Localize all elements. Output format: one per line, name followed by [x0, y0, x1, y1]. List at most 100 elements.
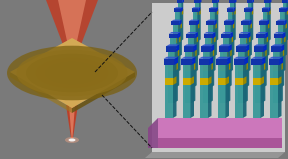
- Polygon shape: [240, 51, 247, 57]
- Polygon shape: [72, 72, 135, 113]
- Polygon shape: [210, 24, 215, 29]
- Polygon shape: [253, 78, 261, 85]
- Polygon shape: [219, 46, 229, 52]
- Polygon shape: [257, 35, 267, 37]
- Polygon shape: [225, 37, 231, 43]
- Polygon shape: [175, 24, 180, 29]
- Polygon shape: [181, 57, 196, 59]
- Polygon shape: [190, 37, 196, 43]
- Polygon shape: [178, 36, 181, 43]
- Polygon shape: [260, 23, 268, 24]
- Polygon shape: [173, 37, 178, 43]
- Polygon shape: [220, 65, 227, 71]
- Polygon shape: [181, 7, 183, 12]
- Polygon shape: [194, 35, 197, 87]
- Polygon shape: [220, 50, 227, 103]
- Polygon shape: [253, 63, 261, 118]
- Polygon shape: [266, 23, 268, 72]
- Polygon shape: [207, 37, 213, 43]
- Polygon shape: [233, 7, 235, 12]
- Polygon shape: [194, 44, 197, 52]
- Polygon shape: [242, 37, 248, 43]
- Polygon shape: [286, 7, 288, 12]
- Polygon shape: [268, 7, 270, 12]
- Polygon shape: [184, 46, 194, 52]
- Polygon shape: [175, 10, 182, 11]
- Polygon shape: [207, 24, 213, 72]
- Polygon shape: [253, 61, 264, 63]
- Polygon shape: [221, 32, 233, 34]
- Polygon shape: [165, 78, 173, 85]
- Ellipse shape: [64, 70, 80, 76]
- Polygon shape: [256, 32, 268, 34]
- Polygon shape: [247, 10, 251, 15]
- Polygon shape: [243, 61, 247, 118]
- Polygon shape: [262, 10, 269, 11]
- Polygon shape: [164, 57, 178, 59]
- Polygon shape: [251, 9, 253, 15]
- Polygon shape: [259, 20, 269, 21]
- Polygon shape: [208, 61, 211, 118]
- Polygon shape: [275, 35, 284, 37]
- Polygon shape: [210, 63, 213, 71]
- Polygon shape: [254, 46, 264, 52]
- Polygon shape: [270, 63, 278, 118]
- Polygon shape: [248, 32, 250, 38]
- Polygon shape: [234, 57, 248, 59]
- Polygon shape: [181, 59, 192, 65]
- Polygon shape: [268, 59, 279, 65]
- Polygon shape: [197, 20, 199, 25]
- Polygon shape: [242, 24, 248, 72]
- Polygon shape: [244, 8, 251, 12]
- Polygon shape: [270, 78, 278, 85]
- Polygon shape: [274, 32, 285, 34]
- Polygon shape: [207, 23, 215, 24]
- Polygon shape: [249, 20, 252, 25]
- Polygon shape: [240, 37, 247, 87]
- Polygon shape: [221, 34, 230, 38]
- Polygon shape: [182, 0, 184, 3]
- Polygon shape: [228, 11, 232, 56]
- Polygon shape: [190, 24, 196, 72]
- Polygon shape: [200, 78, 208, 85]
- Polygon shape: [213, 36, 215, 43]
- Polygon shape: [205, 51, 211, 57]
- Polygon shape: [184, 44, 197, 46]
- Polygon shape: [209, 57, 213, 65]
- Polygon shape: [229, 44, 232, 52]
- Polygon shape: [223, 51, 229, 57]
- Polygon shape: [260, 24, 266, 72]
- Polygon shape: [190, 76, 194, 85]
- Polygon shape: [189, 20, 199, 21]
- Polygon shape: [176, 35, 179, 87]
- Polygon shape: [256, 34, 265, 38]
- Polygon shape: [255, 65, 262, 71]
- Polygon shape: [170, 51, 176, 57]
- Polygon shape: [231, 36, 233, 43]
- Polygon shape: [197, 10, 199, 56]
- Polygon shape: [181, 1, 183, 41]
- Polygon shape: [238, 48, 248, 50]
- Polygon shape: [195, 10, 199, 15]
- Polygon shape: [278, 23, 285, 24]
- Polygon shape: [202, 50, 210, 103]
- Polygon shape: [174, 7, 183, 8]
- Polygon shape: [257, 51, 264, 57]
- Polygon shape: [223, 35, 232, 37]
- Polygon shape: [242, 23, 251, 24]
- Polygon shape: [272, 50, 280, 103]
- Polygon shape: [210, 48, 213, 103]
- Ellipse shape: [54, 66, 90, 80]
- Polygon shape: [255, 50, 262, 103]
- Ellipse shape: [16, 50, 128, 96]
- Polygon shape: [192, 48, 195, 103]
- Polygon shape: [248, 36, 251, 43]
- Polygon shape: [265, 1, 271, 2]
- Polygon shape: [250, 22, 252, 29]
- Polygon shape: [178, 32, 180, 38]
- Polygon shape: [10, 72, 72, 113]
- Polygon shape: [262, 63, 265, 71]
- Polygon shape: [187, 37, 194, 87]
- Polygon shape: [265, 32, 268, 38]
- Polygon shape: [241, 21, 249, 25]
